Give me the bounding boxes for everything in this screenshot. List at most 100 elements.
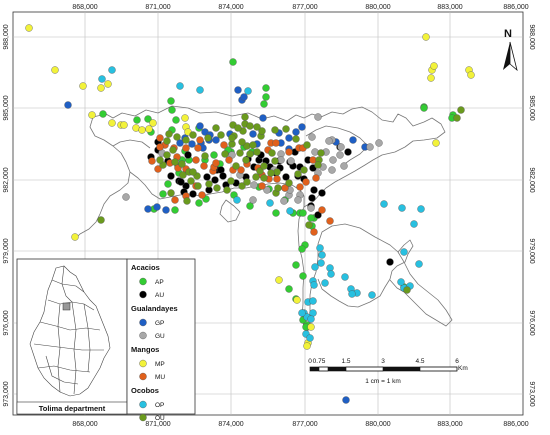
x-tick-labels-top: 868,000 871,000 874,000 877,000 880,000 883,0… (72, 4, 528, 11)
sample-point-ap (159, 190, 167, 198)
sample-point-ou (97, 216, 105, 224)
sample-point-ap (133, 116, 141, 124)
sample-point-mp (149, 119, 157, 127)
legend-item-mu: MU (155, 374, 165, 381)
sample-point-ap (246, 202, 254, 210)
sample-point-ou (223, 186, 231, 194)
sample-point-mu (156, 143, 164, 151)
sample-point-ap (168, 106, 176, 114)
sample-point-ap (299, 209, 307, 217)
scale-bar-label: 6 (455, 358, 459, 365)
sample-point-ou (241, 113, 249, 121)
sample-point-mp (293, 296, 301, 304)
sample-point-ou (169, 146, 177, 154)
sample-point-mp (104, 80, 112, 88)
legend-group-title: Ocobos (131, 386, 159, 395)
sample-point-ap (307, 214, 315, 222)
sample-point-mu (326, 217, 334, 225)
sample-point-op (298, 309, 306, 317)
sample-point-ou (246, 150, 254, 158)
sample-point-ap (298, 245, 306, 253)
sample-point-ou (221, 150, 229, 158)
sample-point-mp (71, 233, 79, 241)
sample-point-ou (253, 123, 261, 131)
sample-point-mu (296, 183, 304, 191)
x-tick-label-bottom: 871,000 (145, 421, 170, 428)
sample-point-op (306, 334, 314, 342)
sample-point-gp (292, 128, 300, 136)
sample-point-mu (154, 165, 162, 173)
x-tick-label-top: 883,000 (437, 4, 462, 11)
y-tick-label-left: 973,000 (3, 381, 10, 406)
sample-point-au (344, 148, 352, 156)
y-tick-label-left: 985,000 (3, 95, 10, 120)
legend-item-mp: MP (155, 361, 165, 368)
sample-point-mu (194, 144, 202, 152)
scale-bar-label: 4.5 (415, 358, 424, 365)
sample-point-op (108, 66, 116, 74)
x-tick-label-top: 871,000 (145, 4, 170, 11)
sample-point-ap (167, 97, 175, 105)
sample-point-ou (156, 156, 164, 164)
sample-point-gu (122, 193, 130, 201)
y-tick-label-right: 976,000 (528, 310, 535, 335)
inset-map: Tolima department (16, 258, 128, 415)
y-tick-label-left: 988,000 (3, 24, 10, 49)
sample-point-ou (292, 135, 300, 143)
sample-point-op (310, 281, 318, 289)
sample-point-ou (163, 137, 171, 145)
sample-point-mp (51, 66, 59, 74)
sample-point-op (327, 270, 335, 278)
sample-point-au (314, 211, 322, 219)
sample-point-ap (164, 180, 172, 188)
sample-point-op (244, 87, 252, 95)
sample-point-ou (243, 178, 251, 186)
sample-point-ou (194, 182, 202, 190)
sample-point-ap (420, 104, 428, 112)
y-tick-labels-right: 988,000 985,000 982,000 979,000 976,000 973,0… (528, 24, 535, 406)
sample-point-mu (258, 182, 266, 190)
sample-point-mp (307, 323, 315, 331)
x-tick-label-bottom: 874,000 (218, 421, 243, 428)
x-tick-label-top: 868,000 (72, 4, 97, 11)
legend-item-op: OP (155, 402, 164, 409)
sample-point-mp (427, 74, 435, 82)
x-tick-label-bottom: 883,000 (437, 421, 462, 428)
sample-point-mp (79, 82, 87, 90)
sample-point-ou (305, 221, 313, 229)
legend-swatch-op (139, 400, 147, 409)
legend-swatch-mp (139, 359, 147, 368)
sample-point-op (316, 244, 324, 252)
sample-point-op (417, 205, 425, 213)
sample-point-gp (153, 203, 161, 211)
sample-point-gu (325, 137, 333, 145)
sample-point-ou (260, 162, 268, 170)
study-area-marker (62, 302, 71, 311)
x-tick-label-bottom: 877,000 (292, 421, 317, 428)
sample-point-ou (183, 197, 191, 205)
sample-point-ou (189, 168, 197, 176)
scale-bar-label: 3 (381, 358, 385, 365)
sample-point-gp (162, 206, 170, 214)
sample-point-mp (275, 276, 283, 284)
sample-point-ou (165, 130, 173, 138)
sample-point-mp (25, 24, 33, 32)
y-tick-label-left: 982,000 (3, 167, 10, 192)
sample-point-ou (238, 182, 246, 190)
scale-bar-unit: Km (458, 365, 468, 372)
sample-point-ou (285, 179, 293, 187)
sample-point-ou (173, 133, 181, 141)
sample-point-ou (282, 125, 290, 133)
sample-point-ou (178, 160, 186, 168)
sample-point-au (184, 151, 192, 159)
sample-point-mu (312, 174, 320, 182)
sample-point-ou (238, 138, 246, 146)
sample-point-mu (192, 156, 200, 164)
legend-group-title: Mangos (131, 345, 159, 354)
sample-point-ap (285, 285, 293, 293)
sample-point-au (211, 176, 219, 184)
sample-point-au (167, 172, 175, 180)
sample-point-mu (285, 148, 293, 156)
sample-point-ou (234, 124, 242, 132)
